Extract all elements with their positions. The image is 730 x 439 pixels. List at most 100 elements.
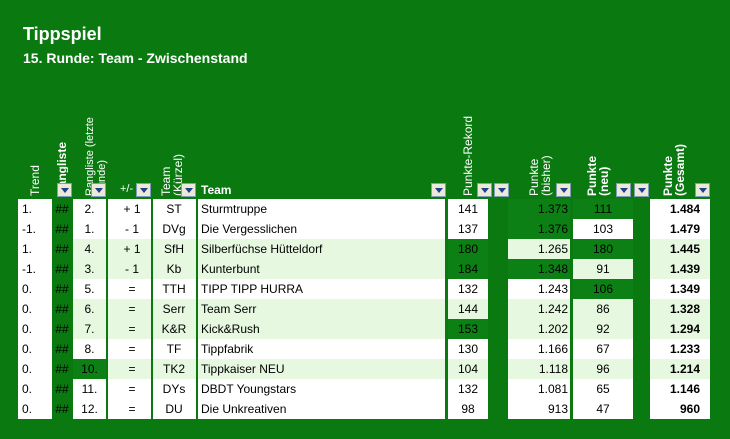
neu-cell: 47 xyxy=(573,399,633,419)
team-kurz-cell: Kb xyxy=(152,259,196,279)
bisher-cell: 1.242 xyxy=(508,299,570,319)
prev-rank-cell: 11. xyxy=(73,379,106,399)
table-row: 0. ## 6. = Serr Team Serr 144 1.242 86 1… xyxy=(18,299,712,319)
team-cell: Die Unkreativen xyxy=(197,399,445,419)
prev-rank-cell: 4. xyxy=(73,239,106,259)
table-row: 0. ## 11. = DYs DBDT Youngstars 132 1.08… xyxy=(18,379,712,399)
page-title: Tippspiel xyxy=(23,24,102,44)
plusminus-cell: = xyxy=(108,359,156,379)
gesamt-cell: 1.445 xyxy=(650,239,712,259)
gesamt-cell: 1.349 xyxy=(650,279,712,299)
rank-cell: ## xyxy=(54,399,70,419)
bisher-cell: 1.081 xyxy=(508,379,570,399)
team-cell: DBDT Youngstars xyxy=(197,379,445,399)
team-kurz-cell: DYs xyxy=(152,379,196,399)
filter-gesamt-button[interactable] xyxy=(695,183,710,197)
rekord-cell: 98 xyxy=(448,399,488,419)
trend-cell: 0. xyxy=(18,399,53,419)
team-cell: Kick&Rush xyxy=(197,319,445,339)
table-row: -1. ## 3. - 1 Kb Kunterbunt 184 1.348 91… xyxy=(18,259,712,279)
gesamt-cell: 1.328 xyxy=(650,299,712,319)
rank-cell: ## xyxy=(54,359,70,379)
bisher-cell: 1.243 xyxy=(508,279,570,299)
filter-neu-button-1[interactable] xyxy=(616,183,631,197)
team-kurz-cell: TF xyxy=(152,339,196,359)
filter-rangliste-letzte-button[interactable] xyxy=(91,183,106,197)
filter-bisher-button[interactable] xyxy=(556,183,571,197)
team-cell: TIPP TIPP HURRA xyxy=(197,279,445,299)
column-divider xyxy=(633,199,650,419)
neu-cell: 106 xyxy=(573,279,633,299)
table-row: 1. ## 4. + 1 SfH Silberfüchse Hütteldorf… xyxy=(18,239,712,259)
plusminus-cell: = xyxy=(108,339,156,359)
team-cell: Team Serr xyxy=(197,299,445,319)
filter-neu-button-2[interactable] xyxy=(634,183,649,197)
trend-cell: 0. xyxy=(18,339,53,359)
plusminus-cell: = xyxy=(108,319,156,339)
filter-rangliste-button[interactable] xyxy=(57,183,72,197)
rank-cell: ## xyxy=(54,239,70,259)
header-rangliste-letzte: Rangliste (letzte Runde) xyxy=(84,117,108,196)
prev-rank-cell: 1. xyxy=(73,219,106,239)
plusminus-cell: = xyxy=(108,399,156,419)
team-cell: Die Vergesslichen xyxy=(197,219,445,239)
bisher-cell: 1.118 xyxy=(508,359,570,379)
filter-team-kurz-button[interactable] xyxy=(181,183,196,197)
team-cell: Tippkaiser NEU xyxy=(197,359,445,379)
prev-rank-cell: 3. xyxy=(73,259,106,279)
trend-cell: 0. xyxy=(18,379,53,399)
filter-rekord-button-1[interactable] xyxy=(477,183,492,197)
rekord-cell: 132 xyxy=(448,379,488,399)
rekord-cell: 153 xyxy=(448,319,488,339)
team-cell: Kunterbunt xyxy=(197,259,445,279)
table-row: 0. ## 12. = DU Die Unkreativen 98 913 47… xyxy=(18,399,712,419)
neu-cell: 86 xyxy=(573,299,633,319)
gesamt-cell: 1.214 xyxy=(650,359,712,379)
neu-cell: 92 xyxy=(573,319,633,339)
table-row: 0. ## 8. = TF Tippfabrik 130 1.166 67 1.… xyxy=(18,339,712,359)
gesamt-cell: 1.233 xyxy=(650,339,712,359)
team-kurz-cell: TTH xyxy=(152,279,196,299)
gesamt-cell: 1.146 xyxy=(650,379,712,399)
plusminus-cell: = xyxy=(108,299,156,319)
column-divider xyxy=(445,199,448,419)
trend-cell: -1. xyxy=(18,219,53,239)
rank-cell: ## xyxy=(54,299,70,319)
gesamt-cell: 960 xyxy=(650,399,712,419)
plusminus-cell: = xyxy=(108,379,156,399)
rekord-cell: 130 xyxy=(448,339,488,359)
gesamt-cell: 1.479 xyxy=(650,219,712,239)
trend-cell: 1. xyxy=(18,199,53,219)
plusminus-cell: - 1 xyxy=(108,219,156,239)
column-divider xyxy=(710,199,713,419)
filter-plusminus-button[interactable] xyxy=(136,183,151,197)
neu-cell: 111 xyxy=(573,199,633,219)
bisher-cell: 913 xyxy=(508,399,570,419)
rank-cell: ## xyxy=(54,199,70,219)
column-divider xyxy=(71,199,73,419)
bisher-cell: 1.348 xyxy=(508,259,570,279)
bisher-cell: 1.373 xyxy=(508,199,570,219)
bisher-cell: 1.265 xyxy=(508,239,570,259)
team-kurz-cell: SfH xyxy=(152,239,196,259)
filter-team-button[interactable] xyxy=(431,183,446,197)
filter-rekord-button-2[interactable] xyxy=(494,183,509,197)
header-gesamt: Punkte (Gesamt) xyxy=(661,143,687,196)
header-plusminus: +/- xyxy=(120,183,134,195)
bisher-cell: 1.166 xyxy=(508,339,570,359)
column-divider xyxy=(488,199,508,419)
header-neu: Punkte (neu) xyxy=(585,155,611,196)
prev-rank-cell: 12. xyxy=(73,399,106,419)
prev-rank-cell: 2. xyxy=(73,199,106,219)
prev-rank-cell: 8. xyxy=(73,339,106,359)
rekord-cell: 137 xyxy=(448,219,488,239)
header-trend: Trend xyxy=(28,165,42,196)
neu-cell: 103 xyxy=(573,219,633,239)
rank-cell: ## xyxy=(54,319,70,339)
column-divider xyxy=(106,199,108,419)
rekord-cell: 104 xyxy=(448,359,488,379)
table-row: 1. ## 2. + 1 ST Sturmtruppe 141 1.373 11… xyxy=(18,199,712,219)
column-divider xyxy=(151,199,153,419)
team-cell: Silberfüchse Hütteldorf xyxy=(197,239,445,259)
trend-cell: 0. xyxy=(18,319,53,339)
